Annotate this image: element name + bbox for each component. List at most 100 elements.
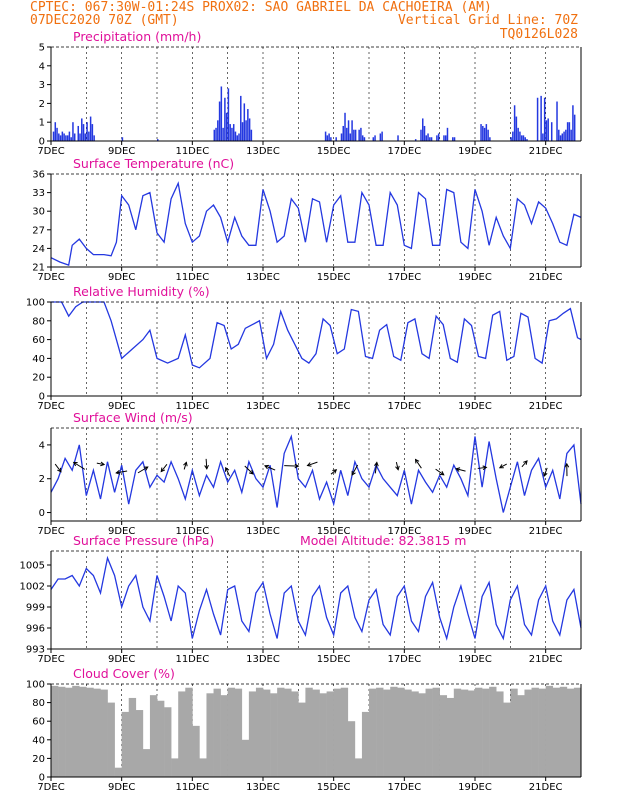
panel2-x-tick-label: 21DEC [529, 272, 563, 283]
panel2-y-tick-label: 30 [32, 207, 45, 218]
panel4-y-tick-label: 0 [39, 508, 45, 519]
cloud-cover-bar [460, 689, 469, 777]
precip-bar [234, 131, 237, 141]
precip-bar [524, 137, 526, 141]
panel2-x-tick-label: 13DEC [246, 272, 280, 283]
precip-bar [224, 97, 226, 141]
precip-bar [381, 131, 383, 141]
panel4-y-tick-label: 4 [39, 440, 45, 451]
cloud-cover-bar [248, 691, 257, 777]
cloud-cover-bar [404, 689, 412, 777]
precip-bar [526, 139, 528, 141]
precip-bar [397, 135, 399, 141]
header-model-id: TQ0126L028 [499, 27, 578, 42]
wind-vector [225, 467, 231, 477]
panel1-x-tick-label: 7DEC [37, 146, 64, 157]
pressure-line [50, 555, 582, 641]
cloud-cover-bar [333, 688, 342, 777]
precip-bar [570, 129, 572, 141]
wind-vector [137, 466, 149, 474]
cloud-cover-bar [566, 688, 575, 777]
panel4-x-tick-label: 21DEC [529, 526, 563, 537]
cloud-cover-bar [482, 688, 490, 777]
panel5-x-tick-label: 11DEC [175, 654, 209, 665]
cloud-cover-bar [213, 688, 221, 777]
precip-bar [73, 133, 76, 141]
cloud-cover-bar [121, 711, 130, 777]
panel5-y-tick-label: 996 [26, 624, 45, 635]
cloud-cover-bar [128, 697, 137, 777]
panel1-y-tick-label: 4 [39, 61, 45, 72]
cloud-cover-bar [199, 758, 207, 777]
precip-bar [52, 131, 55, 141]
panel5-y-tick-label: 1002 [20, 582, 45, 593]
panel1-y-tick-label: 5 [39, 43, 45, 54]
wind-vector-head [351, 470, 356, 476]
panel3-y-tick-label: 100 [26, 298, 45, 309]
cloud-cover-bar [411, 691, 419, 777]
cloud-cover-bar [376, 687, 384, 777]
precip-bar [565, 129, 567, 141]
cloud-cover-bar [284, 688, 292, 777]
precip-bar [566, 122, 569, 141]
precip-bar [58, 133, 60, 141]
panel2-y-tick-label: 21 [32, 263, 45, 274]
precip-bar [220, 86, 223, 141]
cloud-cover-bar [164, 707, 172, 777]
panel3-x-tick-label: 7DEC [37, 401, 64, 412]
panel3-y-tick-label: 0 [39, 392, 45, 403]
precip-bar [65, 135, 67, 141]
precip-bar [54, 122, 57, 141]
wind-vector-head [183, 461, 188, 467]
precip-bar [81, 118, 83, 141]
wind-vector-head [374, 461, 379, 467]
precip-bar [88, 131, 90, 141]
precip-bar [79, 133, 81, 141]
precip-bar [93, 135, 95, 141]
panel6-x-tick-label: 9DEC [108, 782, 135, 793]
panel6-y-tick-label: 0 [39, 773, 45, 784]
precip-bar [522, 135, 525, 141]
cloud-cover-bar [220, 695, 228, 777]
precip-bar [430, 137, 433, 141]
cloud-cover-bar [397, 687, 405, 777]
cloud-cover-bar [573, 687, 582, 777]
wind-vector-head [72, 461, 78, 467]
precip-bar [157, 139, 159, 141]
precip-bar [77, 125, 80, 141]
cloud-cover-bar [93, 688, 101, 777]
wind-vector-head [498, 464, 504, 469]
precip-bar [437, 133, 440, 141]
cloud-cover-bar [171, 758, 179, 777]
precip-bar [328, 133, 330, 141]
precip-bar [414, 139, 417, 141]
panel1-title: Precipitation (mm/h) [73, 29, 201, 44]
panel2-x-tick-label: 7DEC [37, 272, 64, 283]
precip-bar [547, 118, 549, 141]
panel3-x-tick-label: 15DEC [317, 401, 351, 412]
precip-bar [543, 97, 546, 141]
precip-bar [372, 137, 375, 141]
panel1-x-tick-label: 21DEC [529, 146, 563, 157]
panel6-x-tick-label: 13DEC [246, 782, 280, 793]
cloud-cover-bar [552, 687, 561, 777]
precip-bar [363, 137, 366, 141]
panel1-x-tick-label: 11DEC [175, 146, 209, 157]
cloud-cover-bar [65, 687, 73, 777]
panel6-y-tick-label: 40 [32, 735, 45, 746]
panel3-x-tick-label: 21DEC [529, 401, 563, 412]
wind-vector [264, 465, 276, 471]
wind-vector-head [332, 469, 338, 474]
cloud-cover-bar [347, 721, 356, 777]
precip-bar [63, 133, 65, 141]
precip-bar [358, 129, 360, 141]
precip-bar [480, 124, 482, 141]
panel2-x-tick-label: 9DEC [108, 272, 135, 283]
precip-bar [425, 135, 428, 141]
precip-bar [84, 133, 87, 141]
panel6-x-tick-label: 15DEC [317, 782, 351, 793]
precip-bar [222, 127, 224, 141]
precip-bar [452, 137, 454, 141]
panel4-x-tick-label: 15DEC [317, 526, 351, 537]
